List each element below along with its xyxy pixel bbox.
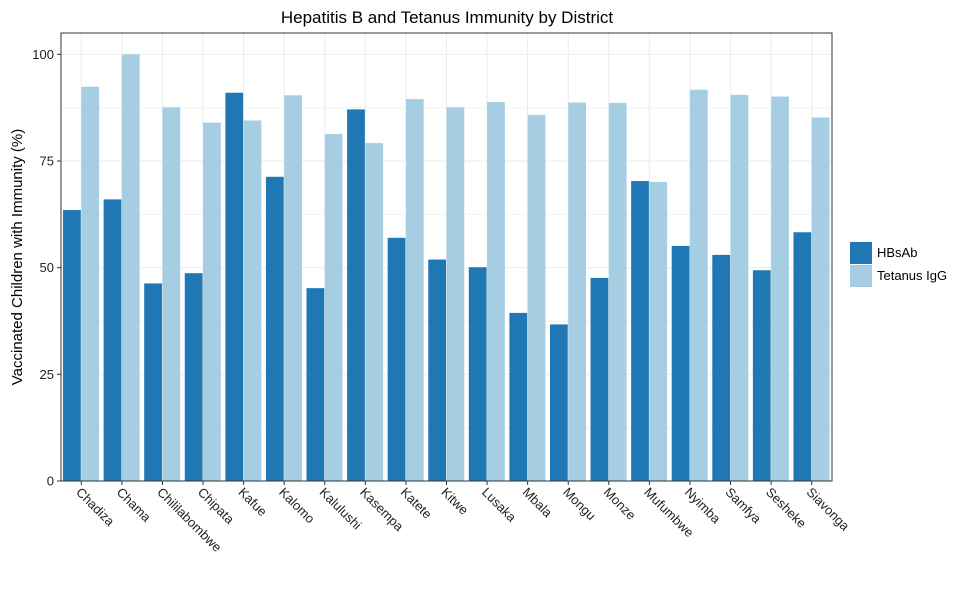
bar-hbsab-chama: [103, 199, 122, 481]
bar-hbsab-kafue: [225, 92, 244, 481]
bar-tetanus-igg-kasempa: [365, 143, 384, 481]
bar-hbsab-siavonga: [793, 232, 812, 481]
bar-tetanus-igg-nyimba: [689, 89, 708, 481]
x-tick-label: Kafue: [235, 485, 270, 520]
bar-tetanus-igg-kalomo: [284, 95, 302, 481]
x-tick-label: Lusaka: [479, 485, 520, 526]
y-tick-label: 25: [40, 367, 54, 382]
bar-hbsab-nyimba: [671, 245, 690, 481]
bar-hbsab-mbala: [509, 312, 528, 481]
bar-tetanus-igg-lusaka: [487, 102, 505, 482]
y-axis: 0 25 50 75 100: [32, 47, 61, 489]
bar-hbsab-chadiza: [63, 210, 81, 481]
bar-tetanus-igg-mongu: [568, 102, 586, 482]
bar-hbsab-lusaka: [468, 267, 487, 481]
bar-hbsab-kitwe: [428, 259, 446, 481]
x-tick-label: Sesheke: [763, 485, 809, 531]
bar-tetanus-igg-mbala: [527, 114, 546, 482]
bar-hbsab-mongu: [549, 324, 568, 481]
bar-hbsab-mufumbwe: [631, 181, 649, 482]
y-tick-label: 75: [40, 154, 54, 169]
x-tick-label: Monze: [601, 485, 639, 523]
x-tick-label: Chama: [114, 485, 155, 526]
bar-tetanus-igg-kitwe: [446, 107, 465, 482]
x-tick-label: Katete: [398, 485, 435, 522]
bar-tetanus-igg-katete: [405, 99, 424, 481]
legend-label: HBsAb: [877, 245, 917, 260]
bar-tetanus-igg-samfya: [730, 94, 749, 482]
y-axis-title: Vaccinated Children with Immunity (%): [9, 129, 26, 385]
x-tick-label: Kalulushi: [317, 485, 365, 533]
legend-key-1: [850, 265, 872, 287]
y-tick-label: 0: [47, 474, 54, 489]
bar-tetanus-igg-siavonga: [811, 117, 830, 481]
x-tick-label: Chadiza: [73, 485, 118, 530]
x-tick-label: Samfya: [722, 485, 764, 527]
bar-tetanus-igg-chama: [121, 54, 140, 481]
legend: HBsAb Tetanus IgG: [850, 242, 947, 287]
bar-hbsab-kasempa: [347, 109, 365, 482]
bar-tetanus-igg-chipata: [203, 122, 221, 481]
legend-key-0: [850, 242, 872, 264]
bar-hbsab-kalulushi: [306, 288, 325, 481]
y-tick-label: 50: [40, 260, 54, 275]
x-tick-label: Kitwe: [438, 485, 471, 518]
bar-tetanus-igg-monze: [608, 102, 627, 481]
bar-tetanus-igg-chililabombwe: [162, 107, 181, 482]
bar-hbsab-chililabombwe: [144, 283, 162, 481]
chart-title: Hepatitis B and Tetanus Immunity by Dist…: [281, 8, 614, 27]
x-tick-label: Mongu: [560, 485, 599, 524]
bar-hbsab-katete: [387, 237, 406, 481]
y-tick-label: 100: [32, 47, 54, 62]
x-tick-label: Kalomo: [276, 485, 318, 527]
bar-hbsab-chipata: [184, 273, 203, 481]
bar-tetanus-igg-sesheke: [771, 96, 789, 481]
bar-tetanus-igg-chadiza: [81, 86, 100, 481]
bar-hbsab-monze: [590, 277, 609, 481]
bar-hbsab-kalomo: [265, 176, 284, 482]
bars: [63, 54, 830, 482]
legend-label: Tetanus IgG: [877, 268, 947, 283]
bar-tetanus-igg-kalulushi: [324, 134, 343, 481]
bar-tetanus-igg-mufumbwe: [649, 181, 668, 481]
x-tick-label: Mbala: [520, 485, 556, 521]
bar-hbsab-samfya: [712, 254, 731, 481]
bar-hbsab-sesheke: [752, 270, 771, 481]
bar-tetanus-igg-kafue: [243, 120, 262, 481]
x-tick-label: Siavonga: [804, 485, 853, 534]
